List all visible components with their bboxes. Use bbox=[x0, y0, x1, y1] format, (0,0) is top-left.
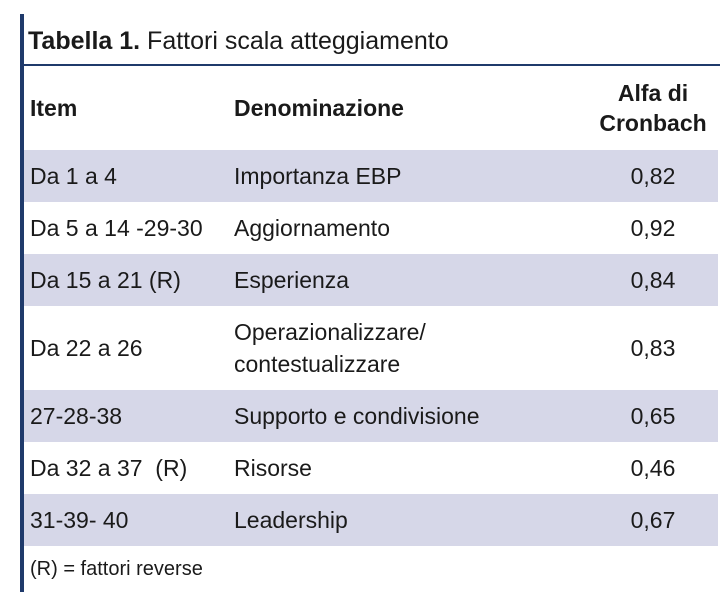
data-table: Item Denominazione Alfa di Cronbach Da 1… bbox=[24, 66, 718, 546]
cell-alfa: 0,65 bbox=[588, 390, 718, 442]
cell-denominazione-line1: Operazionalizzare/ bbox=[234, 319, 426, 345]
header-alfa: Alfa di Cronbach bbox=[588, 66, 718, 150]
cell-alfa: 0,92 bbox=[630, 214, 676, 241]
cell-denominazione-line2: contestualizzare bbox=[234, 351, 401, 377]
cell-alfa: 0,67 bbox=[588, 494, 718, 546]
cell-alfa: 0,46 bbox=[630, 454, 676, 481]
table-row: Da 22 a 26 Operazionalizzare/ contestual… bbox=[24, 306, 718, 390]
cell-item: Da 32 a 37 (R) bbox=[30, 454, 188, 481]
table-title: Tabella 1. Fattori scala atteggiamento bbox=[24, 14, 720, 66]
table-row: Da 1 a 4 Importanza EBP 0,82 bbox=[24, 150, 718, 202]
cell-item: Da 1 a 4 bbox=[24, 150, 234, 202]
cell-alfa: 0,82 bbox=[588, 150, 718, 202]
cell-denominazione: Leadership bbox=[234, 494, 588, 546]
header-denominazione: Denominazione bbox=[234, 94, 404, 121]
table-title-text: Fattori scala atteggiamento bbox=[147, 27, 449, 55]
table-container: Tabella 1. Fattori scala atteggiamento I… bbox=[24, 14, 720, 581]
table-row: Da 32 a 37 (R) Risorse 0,46 bbox=[24, 442, 718, 494]
cell-item: Da 15 a 21 (R) bbox=[24, 254, 234, 306]
cell-item: Da 5 a 14 -29-30 bbox=[30, 214, 203, 241]
cell-denominazione: Risorse bbox=[234, 455, 312, 481]
cell-denominazione: Importanza EBP bbox=[234, 150, 588, 202]
cell-denominazione: Aggiornamento bbox=[234, 215, 390, 241]
cell-alfa: 0,84 bbox=[588, 254, 718, 306]
cell-item: Da 22 a 26 bbox=[30, 334, 143, 361]
header-row: Item Denominazione Alfa di Cronbach bbox=[24, 66, 718, 150]
cell-denominazione: Supporto e condivisione bbox=[234, 390, 588, 442]
header-alfa-line1: Alfa di bbox=[617, 80, 689, 106]
header-item: Item bbox=[30, 94, 78, 121]
table-row: 27-28-38 Supporto e condivisione 0,65 bbox=[24, 390, 718, 442]
table-footnote: (R) = fattori reverse bbox=[30, 558, 203, 580]
header-alfa-line2: Cronbach bbox=[599, 110, 707, 136]
cell-denominazione: Esperienza bbox=[234, 254, 588, 306]
left-accent-bar bbox=[20, 14, 24, 592]
cell-item: 27-28-38 bbox=[24, 390, 234, 442]
table-row: Da 15 a 21 (R) Esperienza 0,84 bbox=[24, 254, 718, 306]
table-row: Da 5 a 14 -29-30 Aggiornamento 0,92 bbox=[24, 202, 718, 254]
cell-item: 31-39- 40 bbox=[24, 494, 234, 546]
cell-alfa: 0,83 bbox=[630, 334, 676, 361]
table-title-prefix: Tabella 1. bbox=[28, 27, 141, 55]
table-row: 31-39- 40 Leadership 0,67 bbox=[24, 494, 718, 546]
cell-denominazione: Operazionalizzare/ contestualizzare bbox=[234, 306, 588, 390]
